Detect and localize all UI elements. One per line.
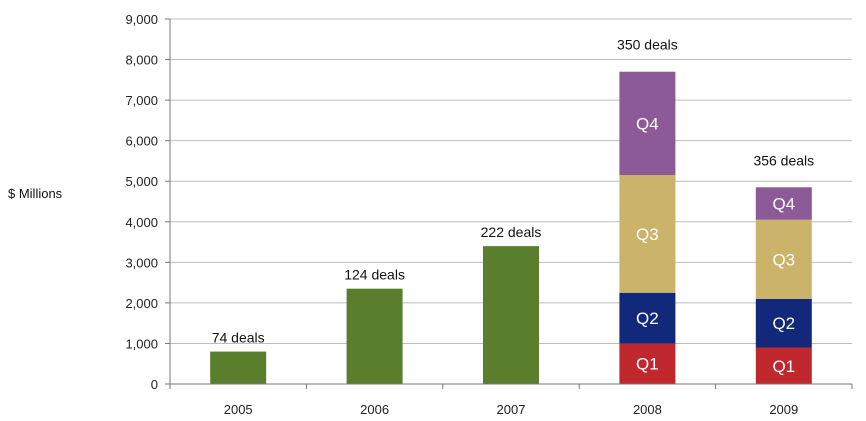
segment-label-q1: Q1 — [772, 357, 795, 376]
bar-2007 — [483, 246, 539, 384]
y-tick-label: 5,000 — [125, 174, 158, 189]
bar-2009-q1 — [755, 347, 812, 384]
x-tick-label: 2005 — [224, 402, 253, 417]
y-tick-label: 2,000 — [125, 296, 158, 311]
x-tick-label: 2006 — [360, 402, 389, 417]
y-axis-ticks: 0 1,000 2,000 3,000 4,000 5,000 6,000 7,000 8,00… — [125, 12, 170, 392]
y-tick-label: 9,000 — [125, 12, 158, 27]
y-tick-label: 6,000 — [125, 134, 158, 149]
y-tick-label: 0 — [151, 377, 158, 392]
y-tick-label: 8,000 — [125, 53, 158, 68]
segment-label-q4: Q4 — [636, 114, 659, 133]
segment-label-q2: Q2 — [636, 309, 659, 328]
bar-2009-q3 — [755, 219, 812, 299]
deal-count-label: 350 deals — [617, 37, 678, 53]
bar-2008-q3 — [619, 175, 676, 293]
segment-label-q3: Q3 — [636, 225, 659, 244]
gridlines — [170, 18, 852, 344]
x-tick-label: 2009 — [769, 402, 798, 417]
bar-2009-q2 — [755, 298, 812, 348]
segment-label-q2: Q2 — [772, 314, 795, 333]
deal-count-label: 356 deals — [753, 152, 814, 168]
x-tick-label: 2007 — [497, 402, 526, 417]
y-tick-label: 7,000 — [125, 93, 158, 108]
bars: 74 deals 124 deals 222 deals Q1 Q2 Q3 Q4 350 de… — [210, 37, 814, 384]
bar-2008-q1 — [619, 343, 676, 384]
deal-count-label: 124 deals — [344, 267, 405, 283]
y-tick-label: 4,000 — [125, 215, 158, 230]
segment-label-q1: Q1 — [636, 355, 659, 374]
y-tick-label: 1,000 — [125, 336, 158, 351]
bar-2006 — [346, 288, 403, 384]
deal-count-label: 222 deals — [481, 224, 542, 240]
y-tick-label: 3,000 — [125, 255, 158, 270]
y-axis-label: $ Millions — [8, 186, 63, 201]
x-axis-ticks: 2005 2006 2007 2008 2009 — [169, 384, 853, 417]
segment-label-q3: Q3 — [772, 250, 795, 269]
bar-2009-q4 — [755, 187, 812, 220]
bar-2008-q2 — [619, 292, 676, 344]
bar-2005 — [210, 351, 267, 384]
deal-count-label: 74 deals — [212, 330, 265, 346]
segment-label-q4: Q4 — [772, 195, 795, 214]
bar-2008-q4 — [619, 71, 676, 176]
x-tick-label: 2008 — [633, 402, 662, 417]
